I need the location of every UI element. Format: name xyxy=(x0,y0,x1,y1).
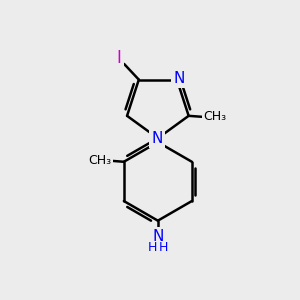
Text: CH₃: CH₃ xyxy=(88,154,111,167)
Text: I: I xyxy=(117,49,122,67)
Text: N: N xyxy=(151,131,163,146)
Text: CH₃: CH₃ xyxy=(204,110,227,123)
Text: H: H xyxy=(147,241,157,254)
Text: N: N xyxy=(152,229,164,244)
Text: N: N xyxy=(173,71,184,86)
Text: H: H xyxy=(159,241,168,254)
